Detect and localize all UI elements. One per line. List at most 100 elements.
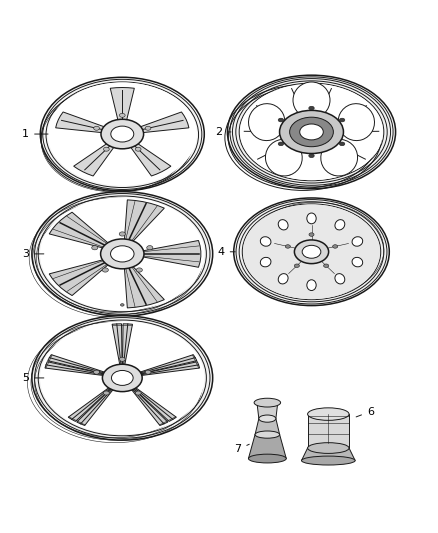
Polygon shape xyxy=(112,324,122,367)
Ellipse shape xyxy=(119,357,125,361)
Ellipse shape xyxy=(240,84,383,180)
Text: 6: 6 xyxy=(356,407,374,417)
Text: 2: 2 xyxy=(215,127,231,137)
Ellipse shape xyxy=(147,246,153,250)
Ellipse shape xyxy=(301,456,355,465)
Ellipse shape xyxy=(278,220,288,230)
Polygon shape xyxy=(124,200,164,244)
Ellipse shape xyxy=(32,192,213,316)
Ellipse shape xyxy=(294,264,300,268)
Ellipse shape xyxy=(278,273,288,284)
Ellipse shape xyxy=(307,280,316,290)
Ellipse shape xyxy=(309,106,314,110)
Ellipse shape xyxy=(293,82,330,118)
Ellipse shape xyxy=(352,237,363,246)
Ellipse shape xyxy=(40,197,205,311)
Ellipse shape xyxy=(32,316,213,440)
Polygon shape xyxy=(138,362,200,376)
Ellipse shape xyxy=(339,118,345,122)
Polygon shape xyxy=(139,240,201,267)
Ellipse shape xyxy=(119,232,125,236)
Ellipse shape xyxy=(254,398,281,407)
Polygon shape xyxy=(56,112,107,133)
Ellipse shape xyxy=(102,364,142,392)
Polygon shape xyxy=(124,264,164,308)
Ellipse shape xyxy=(101,239,144,269)
Ellipse shape xyxy=(278,142,284,146)
Ellipse shape xyxy=(307,213,316,224)
Ellipse shape xyxy=(332,245,338,248)
Ellipse shape xyxy=(135,147,141,151)
Ellipse shape xyxy=(307,408,349,421)
Text: 5: 5 xyxy=(22,373,44,383)
Ellipse shape xyxy=(101,119,144,149)
Ellipse shape xyxy=(111,126,134,142)
Ellipse shape xyxy=(255,431,279,438)
Ellipse shape xyxy=(309,233,314,236)
Ellipse shape xyxy=(92,246,98,250)
Ellipse shape xyxy=(40,321,205,434)
Ellipse shape xyxy=(279,110,343,154)
Ellipse shape xyxy=(40,77,204,191)
Ellipse shape xyxy=(248,103,285,141)
Ellipse shape xyxy=(103,147,109,151)
Ellipse shape xyxy=(338,103,374,141)
Polygon shape xyxy=(74,142,115,176)
Ellipse shape xyxy=(145,126,151,130)
Polygon shape xyxy=(110,87,134,122)
Ellipse shape xyxy=(294,240,328,264)
Ellipse shape xyxy=(103,391,110,395)
Ellipse shape xyxy=(94,370,99,374)
Ellipse shape xyxy=(111,370,133,385)
Ellipse shape xyxy=(260,257,271,267)
Ellipse shape xyxy=(290,117,333,147)
Polygon shape xyxy=(138,112,189,133)
Text: 1: 1 xyxy=(22,129,48,139)
Ellipse shape xyxy=(285,245,290,248)
Ellipse shape xyxy=(120,304,124,306)
Polygon shape xyxy=(45,362,107,376)
Polygon shape xyxy=(257,402,278,418)
Ellipse shape xyxy=(307,443,349,454)
Polygon shape xyxy=(301,448,355,461)
Polygon shape xyxy=(49,212,111,249)
Polygon shape xyxy=(77,387,114,425)
Ellipse shape xyxy=(259,415,276,422)
Ellipse shape xyxy=(302,245,321,259)
Ellipse shape xyxy=(352,257,363,267)
Text: 4: 4 xyxy=(218,247,235,257)
Polygon shape xyxy=(123,324,132,367)
Text: 3: 3 xyxy=(22,249,44,259)
Ellipse shape xyxy=(321,140,357,176)
Ellipse shape xyxy=(335,220,345,230)
Ellipse shape xyxy=(248,454,286,463)
Ellipse shape xyxy=(278,118,284,122)
Polygon shape xyxy=(130,142,171,176)
Ellipse shape xyxy=(120,114,125,117)
Polygon shape xyxy=(248,434,286,458)
Ellipse shape xyxy=(145,370,151,374)
Polygon shape xyxy=(307,414,349,448)
Ellipse shape xyxy=(48,83,197,185)
Ellipse shape xyxy=(324,264,328,268)
Polygon shape xyxy=(255,418,279,434)
Polygon shape xyxy=(132,386,177,422)
Ellipse shape xyxy=(135,391,141,395)
Polygon shape xyxy=(130,387,168,425)
Ellipse shape xyxy=(102,268,108,272)
Ellipse shape xyxy=(300,124,323,140)
Polygon shape xyxy=(137,354,197,374)
Ellipse shape xyxy=(265,140,302,176)
Polygon shape xyxy=(68,386,113,422)
Ellipse shape xyxy=(309,154,314,158)
Ellipse shape xyxy=(94,126,99,130)
Ellipse shape xyxy=(339,142,345,146)
Polygon shape xyxy=(48,354,108,374)
Ellipse shape xyxy=(335,273,345,284)
Polygon shape xyxy=(49,259,111,296)
Ellipse shape xyxy=(243,205,380,299)
Ellipse shape xyxy=(234,198,389,305)
Ellipse shape xyxy=(110,246,134,262)
Ellipse shape xyxy=(136,268,142,272)
Ellipse shape xyxy=(260,237,271,246)
